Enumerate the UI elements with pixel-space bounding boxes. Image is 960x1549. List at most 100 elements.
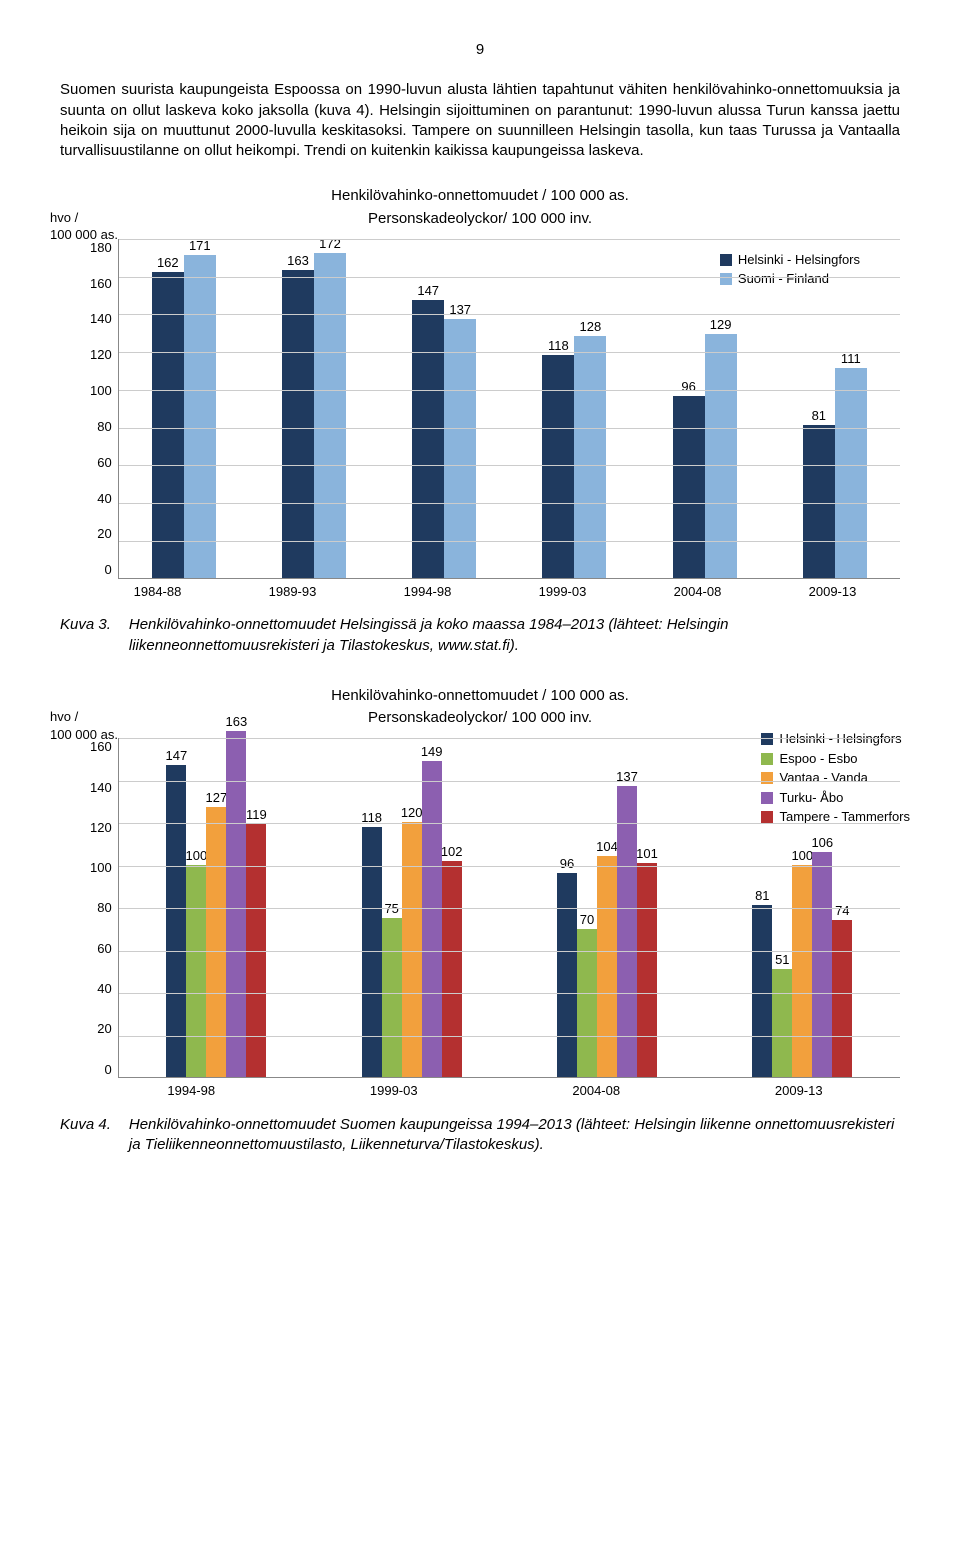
caption2-text: Henkilövahinko-onnettomuudet Suomen kaup… — [129, 1115, 900, 1156]
grid-line — [119, 277, 900, 278]
grid-line — [119, 390, 900, 391]
bar-group: 163172 — [282, 253, 346, 578]
bar-value-label: 163 — [287, 252, 309, 270]
page-number: 9 — [60, 40, 900, 60]
bar-value-label: 127 — [206, 789, 228, 807]
bar: 81 — [803, 425, 835, 578]
bar-value-label: 129 — [710, 316, 732, 334]
bar-value-label: 147 — [417, 282, 439, 300]
bar-value-label: 96 — [681, 378, 695, 396]
x-tick-label: 2009-13 — [698, 1082, 901, 1100]
chart2-x-labels: 1994-981999-032004-082009-13 — [90, 1082, 900, 1100]
chart2-plot: Helsinki - HelsingforsEspoo - EsboVantaa… — [118, 738, 900, 1078]
chart-2: Henkilövahinko-onnettomuudet / 100 000 a… — [60, 686, 900, 1100]
grid-line — [119, 951, 900, 952]
x-tick-label: 2004-08 — [630, 583, 765, 601]
caption1-text: Henkilövahinko-onnettomuudet Helsingissä… — [129, 615, 900, 656]
bar: 171 — [184, 255, 216, 578]
grid-line — [119, 781, 900, 782]
bar-value-label: 100 — [791, 847, 813, 865]
bar-value-label: 163 — [226, 713, 248, 731]
bar-group: 147100127163119 — [166, 731, 266, 1077]
y-tick: 0 — [104, 561, 111, 579]
y-tick: 60 — [97, 940, 111, 958]
y-tick: 140 — [90, 310, 112, 328]
bar-value-label: 149 — [421, 743, 443, 761]
x-tick-label: 1994-98 — [90, 1082, 293, 1100]
bar: 147 — [412, 300, 444, 578]
bar: 74 — [832, 920, 852, 1077]
caption2-label: Kuva 4. — [60, 1115, 111, 1156]
x-tick-label: 2009-13 — [765, 583, 900, 601]
bar: 100 — [792, 865, 812, 1078]
bar-value-label: 137 — [616, 768, 638, 786]
grid-line — [119, 239, 900, 240]
y-tick: 100 — [90, 382, 112, 400]
bar: 137 — [444, 319, 476, 578]
x-tick-label: 1984-88 — [90, 583, 225, 601]
bar: 137 — [617, 786, 637, 1077]
bar-value-label: 70 — [580, 911, 594, 929]
bar-value-label: 120 — [401, 804, 423, 822]
chart2-subtitle: Personskadeolyckor/ 100 000 inv. — [60, 708, 900, 728]
bar-value-label: 81 — [812, 407, 826, 425]
y-tick: 120 — [90, 346, 112, 364]
y-tick: 80 — [97, 899, 111, 917]
x-tick-label: 1999-03 — [293, 1082, 496, 1100]
body-paragraph: Suomen suurista kaupungeista Espoossa on… — [60, 80, 900, 161]
bar: 51 — [772, 969, 792, 1077]
x-tick-label: 1989-93 — [225, 583, 360, 601]
bar-group: 162171 — [152, 255, 216, 578]
bar-value-label: 162 — [157, 254, 179, 272]
bar: 81 — [752, 905, 772, 1077]
bar-value-label: 119 — [246, 806, 267, 824]
grid-line — [119, 314, 900, 315]
grid-line — [119, 1036, 900, 1037]
bar: 101 — [637, 863, 657, 1078]
chart1-plot: Helsinki - HelsingforsSuomi - Finland 16… — [118, 239, 900, 579]
chart2-y-ticks: 160140120100806040200 — [90, 738, 118, 1078]
bar-value-label: 81 — [755, 887, 769, 905]
bar-group: 147137 — [412, 300, 476, 578]
bar: 162 — [152, 272, 184, 578]
y-tick: 160 — [90, 275, 112, 293]
y-tick: 20 — [97, 1020, 111, 1038]
bar: 106 — [812, 852, 832, 1077]
y-tick: 140 — [90, 779, 112, 797]
grid-line — [119, 866, 900, 867]
bar-value-label: 104 — [596, 838, 618, 856]
chart-1: Henkilövahinko-onnettomuudet / 100 000 a… — [60, 186, 900, 600]
bar: 104 — [597, 856, 617, 1077]
y-tick: 40 — [97, 490, 111, 508]
y-tick: 120 — [90, 819, 112, 837]
caption1-label: Kuva 3. — [60, 615, 111, 656]
bar-group: 81111 — [803, 368, 867, 578]
bar-value-label: 74 — [835, 902, 849, 920]
chart1-y-ticks: 180160140120100806040200 — [90, 239, 118, 579]
bar-value-label: 101 — [636, 845, 658, 863]
bar: 163 — [282, 270, 314, 578]
chart1-x-labels: 1984-881989-931994-981999-032004-082009-… — [90, 583, 900, 601]
bar: 172 — [314, 253, 346, 578]
grid-line — [119, 993, 900, 994]
chart1-subtitle: Personskadeolyckor/ 100 000 inv. — [60, 209, 900, 229]
bar: 147 — [166, 765, 186, 1077]
bar: 120 — [402, 822, 422, 1077]
caption-2: Kuva 4. Henkilövahinko-onnettomuudet Suo… — [60, 1115, 900, 1156]
bar-value-label: 51 — [775, 951, 789, 969]
x-tick-label: 1994-98 — [360, 583, 495, 601]
bar-group: 815110010674 — [752, 852, 852, 1077]
bar-value-label: 100 — [186, 847, 208, 865]
bar-group: 11875120149102 — [362, 761, 462, 1078]
bar: 75 — [382, 918, 402, 1077]
bar-value-label: 102 — [441, 843, 463, 861]
bar: 102 — [442, 861, 462, 1078]
grid-line — [119, 738, 900, 739]
grid-line — [119, 352, 900, 353]
bar: 111 — [835, 368, 867, 578]
bar-value-label: 106 — [811, 834, 833, 852]
y-tick: 80 — [97, 418, 111, 436]
grid-line — [119, 541, 900, 542]
x-tick-label: 2004-08 — [495, 1082, 698, 1100]
grid-line — [119, 823, 900, 824]
